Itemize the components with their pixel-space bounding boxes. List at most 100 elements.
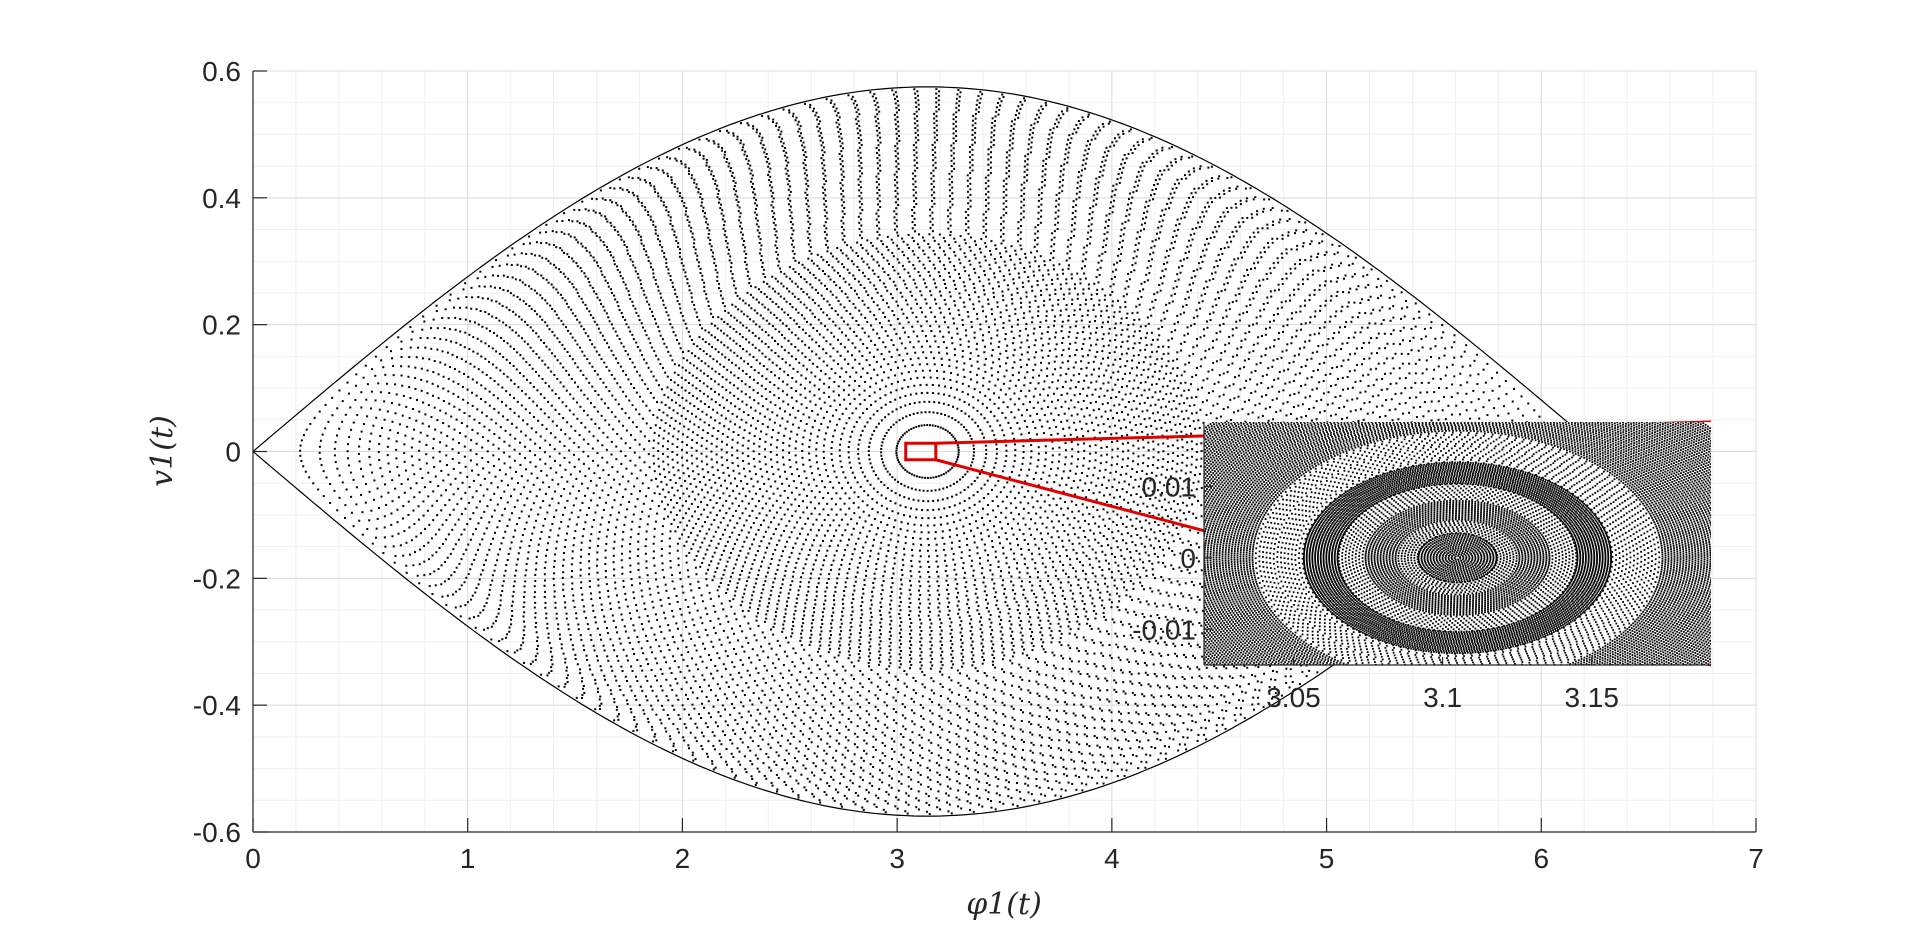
scatter-point [962,567,965,570]
scatter-point [1164,509,1167,512]
scatter-point [1005,562,1008,565]
scatter-point [1114,383,1117,386]
scatter-point [1123,418,1126,421]
scatter-point [789,277,792,280]
scatter-point [683,425,686,428]
scatter-point [690,412,693,415]
scatter-point [885,302,888,305]
scatter-point [822,450,825,453]
scatter-point [1061,386,1064,389]
scatter-point [912,498,915,501]
scatter-point [838,394,841,397]
scatter-point [688,391,691,394]
scatter-point [1100,454,1103,457]
scatter-point [1019,329,1022,332]
scatter-point [733,612,736,615]
scatter-point [667,396,670,399]
scatter-point [1019,244,1022,247]
scatter-point [1145,574,1148,577]
scatter-point [1001,294,1004,297]
scatter-point [960,645,963,648]
scatter-point [934,320,937,323]
scatter-point [875,382,878,385]
scatter-point [773,618,776,621]
scatter-point [1012,518,1015,521]
scatter-point [664,476,667,479]
scatter-point [873,577,876,580]
scatter-point [743,360,746,363]
scatter-point [1110,601,1113,604]
scatter-point [881,243,884,246]
scatter-point [1033,592,1036,595]
scatter-point [766,609,769,612]
scatter-point [932,508,935,511]
scatter-point [1013,416,1016,419]
scatter-point [681,350,684,353]
scatter-point [1009,502,1012,505]
scatter-point [677,557,680,560]
scatter-point [729,482,732,485]
scatter-point [1073,517,1076,520]
scatter-point [993,318,996,321]
scatter-point [843,380,846,383]
scatter-point [878,636,881,639]
scatter-point [780,282,783,285]
scatter-point [1127,401,1130,404]
scatter-point [1083,603,1086,606]
scatter-point [1077,615,1080,618]
scatter-point [1119,427,1122,430]
scatter-point [1102,508,1105,511]
scatter-point [939,670,942,673]
scatter-point [792,480,795,483]
scatter-point [1048,551,1051,554]
scatter-point [957,451,960,454]
scatter-point [1067,264,1070,267]
scatter-point [1180,430,1183,433]
scatter-point [991,653,994,656]
scatter-point [1149,587,1152,590]
scatter-point [923,376,926,379]
scatter-point [960,409,963,412]
scatter-point [1113,351,1116,354]
scatter-point [1028,401,1031,404]
scatter-point [857,448,860,451]
scatter-point [1125,317,1128,320]
scatter-point [806,533,809,536]
scatter-point [900,583,903,586]
scatter-point [1011,630,1014,633]
scatter-point [844,586,847,589]
scatter-point [947,404,950,407]
scatter-point [880,494,883,497]
scatter-point [1004,532,1007,535]
scatter-point [904,283,907,286]
scatter-point [890,619,893,622]
scatter-point [706,516,709,519]
scatter-point [738,492,741,495]
scatter-point [774,328,777,331]
scatter-point [1051,591,1054,594]
scatter-point [850,518,853,521]
scatter-point [748,277,751,280]
scatter-point [900,342,903,345]
scatter-point [860,375,863,378]
scatter-point [836,247,839,250]
scatter-point [964,242,967,245]
scatter-point [985,245,988,248]
scatter-point [715,445,718,448]
scatter-point [935,560,938,563]
scatter-point [1012,584,1015,587]
scatter-point [719,294,722,297]
scatter-point [1077,584,1080,587]
scatter-point [1029,414,1032,417]
scatter-point [1103,615,1106,618]
scatter-point [718,509,721,512]
scatter-point [854,346,857,349]
scatter-point [731,303,734,306]
scatter-point [820,294,823,297]
scatter-point [813,384,816,387]
scatter-point [647,453,650,456]
scatter-point [744,393,747,396]
scatter-point [926,424,929,427]
scatter-point [801,328,804,331]
scatter-point [736,294,739,297]
